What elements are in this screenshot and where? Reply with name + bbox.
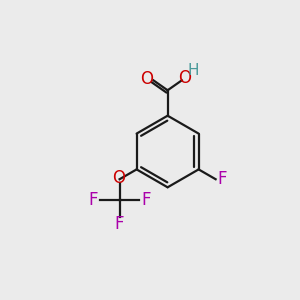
Text: H: H (188, 63, 199, 78)
Text: O: O (140, 70, 154, 88)
Text: F: F (89, 191, 98, 209)
Text: F: F (217, 170, 227, 188)
Text: O: O (112, 169, 125, 187)
Text: O: O (178, 69, 191, 87)
Text: F: F (115, 215, 124, 233)
Text: F: F (141, 191, 151, 209)
